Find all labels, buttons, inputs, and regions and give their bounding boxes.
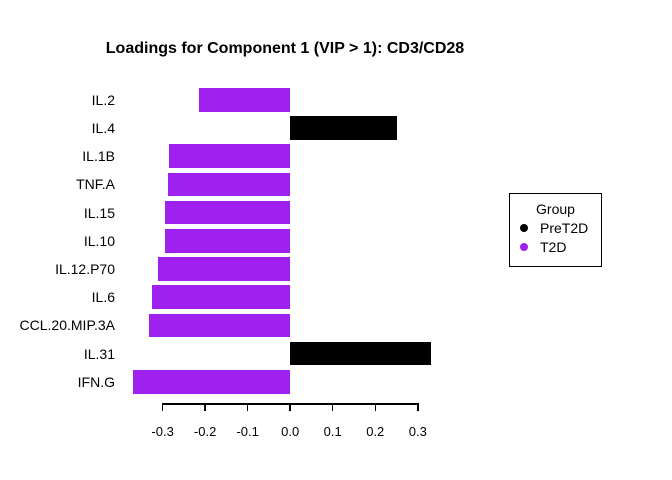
bar-CCL.20.MIP.3A — [148, 313, 291, 338]
x-tick-label--0.3: -0.3 — [151, 424, 174, 439]
bar-IL.6 — [151, 285, 291, 309]
y-label-IFN.G: IFN.G — [77, 373, 115, 390]
x-tick-label-0.2: 0.2 — [366, 424, 385, 439]
x-tick-label-0.3: 0.3 — [408, 424, 427, 439]
legend: Group PreT2D T2D — [509, 193, 602, 267]
y-label-IL.31: IL.31 — [83, 345, 115, 362]
chart-title: Loadings for Component 1 (VIP > 1): CD3/… — [105, 40, 465, 57]
legend-dot-T2D — [520, 242, 528, 251]
y-label-IL.2: IL.2 — [91, 91, 115, 108]
x-tick--0.2 — [204, 403, 206, 412]
x-tick--0.1 — [246, 403, 249, 412]
bar-IL.2 — [198, 88, 291, 112]
x-tick-label--0.1: -0.1 — [236, 424, 259, 439]
y-label-IL.12.P70: IL.12.P70 — [55, 260, 115, 277]
legend-dot-PreT2D — [520, 224, 528, 233]
x-tick-0.1 — [331, 403, 334, 412]
bar-IL.31 — [290, 341, 432, 366]
x-tick-label-0.0: 0.0 — [281, 424, 300, 439]
legend-entry-T2D: T2D — [510, 238, 601, 257]
x-tick-0.0 — [289, 403, 291, 412]
bar-IL.12.P70 — [157, 257, 291, 281]
legend-entry-PreT2D: PreT2D — [510, 219, 601, 238]
bar-TNF.A — [167, 172, 291, 197]
x-tick--0.3 — [161, 403, 164, 412]
y-label-IL.15: IL.15 — [83, 204, 115, 221]
y-label-IL.10: IL.10 — [83, 232, 115, 249]
y-label-CCL.20.MIP.3A: CCL.20.MIP.3A — [19, 317, 115, 334]
y-label-IL.4: IL.4 — [91, 119, 115, 136]
bar-IL.10 — [164, 229, 291, 253]
x-tick-0.2 — [374, 403, 376, 412]
x-tick-label-0.1: 0.1 — [323, 424, 342, 439]
legend-entries: PreT2D T2D — [510, 219, 601, 256]
bar-IL.4 — [290, 116, 397, 140]
x-tick-0.3 — [417, 403, 419, 412]
bar-IFN.G — [133, 370, 291, 394]
legend-title: Group — [536, 201, 575, 217]
legend-label-PreT2D: PreT2D — [540, 220, 589, 237]
y-label-IL.6: IL.6 — [91, 289, 115, 306]
y-label-IL.1B: IL.1B — [82, 148, 115, 165]
bar-IL.15 — [164, 200, 291, 225]
x-tick-label--0.2: -0.2 — [193, 424, 217, 439]
bar-IL.1B — [168, 144, 291, 168]
legend-label-T2D: T2D — [540, 238, 567, 255]
y-label-TNF.A: TNF.A — [76, 176, 115, 193]
